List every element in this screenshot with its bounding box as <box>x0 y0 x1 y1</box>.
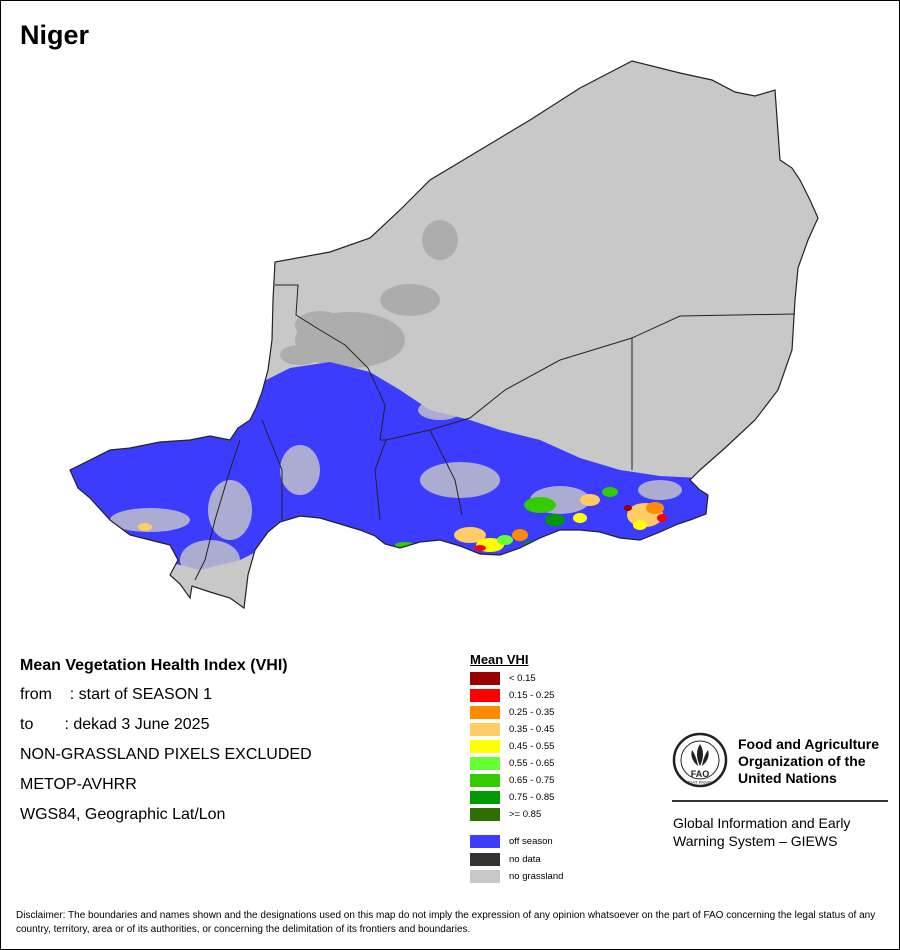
period-to: to : dekad 3 June 2025 <box>20 716 210 733</box>
period-from: from : start of SEASON 1 <box>20 686 213 703</box>
org-name-line3: United Nations <box>738 770 837 786</box>
legend-label: no grassland <box>509 871 564 882</box>
org-name-line1: Food and Agriculture <box>738 736 880 752</box>
legend-label: 0.15 - 0.25 <box>509 690 555 701</box>
system-name-line2: Warning System – GIEWS <box>673 833 838 849</box>
legend-label: 0.75 - 0.85 <box>509 792 555 803</box>
branding-divider <box>672 800 888 802</box>
legend-label: < 0.15 <box>509 673 536 684</box>
sensor-name: METOP-AVHRR <box>20 776 137 793</box>
system-name-line1: Global Information and Early <box>673 815 851 831</box>
org-name-line2: Organization of the <box>738 753 866 769</box>
index-title: Mean Vegetation Health Index (VHI) <box>20 657 288 674</box>
exclusion-note: NON-GRASSLAND PIXELS EXCLUDED <box>20 746 312 763</box>
legend-label: 0.55 - 0.65 <box>509 758 555 769</box>
legend-swatch <box>470 672 500 685</box>
projection-name: WGS84, Geographic Lat/Lon <box>20 806 226 823</box>
svg-text:FAO: FAO <box>691 769 710 779</box>
legend-swatch <box>470 689 500 702</box>
fao-emblem-icon: FAO FIAT PANIS <box>672 732 728 788</box>
legend-swatch <box>470 774 500 787</box>
legend-swatch <box>470 870 500 883</box>
legend-label: 0.25 - 0.35 <box>509 707 555 718</box>
legend-label: off season <box>509 836 553 847</box>
legend-swatch <box>470 835 500 848</box>
region-boundaries <box>194 284 796 581</box>
legend-swatch <box>470 723 500 736</box>
niger-map <box>69 60 819 610</box>
disclaimer-text: Disclaimer: The boundaries and names sho… <box>16 910 876 935</box>
niger-border <box>69 60 819 610</box>
legend-label: 0.65 - 0.75 <box>509 775 555 786</box>
vhi-classes-area <box>138 487 667 552</box>
no-data-texture <box>280 220 458 368</box>
legend-label: >= 0.85 <box>509 809 542 820</box>
legend-swatch <box>470 791 500 804</box>
legend-swatch <box>470 852 500 866</box>
legend-swatch <box>470 706 500 719</box>
legend-swatch <box>470 740 500 753</box>
legend-swatch <box>470 808 500 821</box>
legend-swatch <box>470 757 500 770</box>
legend-title: Mean VHI <box>470 652 529 667</box>
map-title: Niger <box>20 20 90 50</box>
svg-text:FIAT PANIS: FIAT PANIS <box>688 780 712 785</box>
legend-label: 0.45 - 0.55 <box>509 741 555 752</box>
legend-label: no data <box>509 853 541 865</box>
legend-label: 0.35 - 0.45 <box>509 724 555 735</box>
